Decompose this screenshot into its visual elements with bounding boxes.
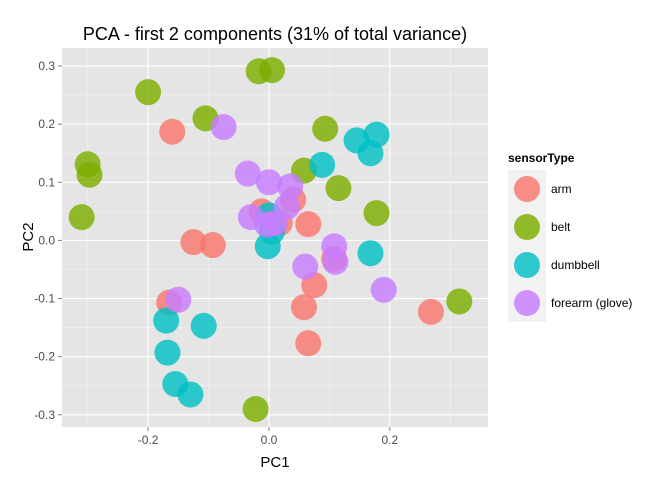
legend-label: dumbbell [551,258,600,272]
data-point [309,151,336,178]
data-point [68,204,95,231]
data-point [370,276,397,303]
y-tick-label: 0.3 [38,59,55,73]
x-axis-title: PC1 [260,454,289,471]
data-point [180,229,207,256]
data-point [446,288,473,315]
legend-swatch [514,290,540,316]
data-point [255,169,282,196]
data-point [153,307,180,334]
legend-swatch [514,214,540,240]
data-point [295,211,322,238]
data-point [357,140,384,167]
data-point [258,57,285,84]
x-tick-label: 0.2 [381,433,398,447]
legend-label: belt [551,220,571,234]
y-tick-label: -0.3 [34,408,55,422]
x-tick-label: -0.2 [138,433,159,447]
data-point [291,294,318,321]
data-point [154,339,181,366]
y-axis-title: PC2 [20,222,37,251]
legend-swatch [514,252,540,278]
data-point [199,232,226,259]
data-point [190,312,217,339]
y-tick-label: -0.2 [34,350,55,364]
data-point [210,114,237,141]
data-point [165,286,192,313]
data-point [312,115,339,142]
x-axis: -0.2 0.0 0.2 [138,427,398,447]
grid-major [62,48,488,427]
data-point [234,160,261,187]
data-point [254,211,281,238]
y-tick-label: -0.1 [34,292,55,306]
x-tick-label: 0.0 [261,433,278,447]
y-tick-label: 0.1 [38,175,55,189]
data-point [322,248,349,275]
data-point [254,233,281,260]
data-points [68,57,473,422]
chart-title: PCA - first 2 components (31% of total v… [83,24,467,44]
legend-swatch [514,176,540,202]
y-tick-label: 0.2 [38,117,55,131]
data-point [159,118,186,145]
legend-title: sensorType [508,151,575,165]
legend: sensorType arm belt dumbbell forearm (glove… [508,151,632,322]
data-point [135,79,162,106]
data-point [242,395,269,422]
data-point [277,173,304,200]
y-axis: -0.3 -0.2 -0.1 0.0 0.1 0.2 0.3 [34,59,62,422]
legend-items: arm belt dumbbell forearm (glove) [508,170,632,322]
legend-label: forearm (glove) [551,296,632,310]
data-point [325,175,352,202]
y-tick-label: 0.0 [38,233,55,247]
data-point [177,381,204,408]
data-point [357,240,384,267]
data-point [76,161,103,188]
legend-label: arm [551,182,572,196]
data-point [417,298,444,325]
data-point [295,330,322,357]
data-point [292,253,319,280]
data-point [363,200,390,227]
